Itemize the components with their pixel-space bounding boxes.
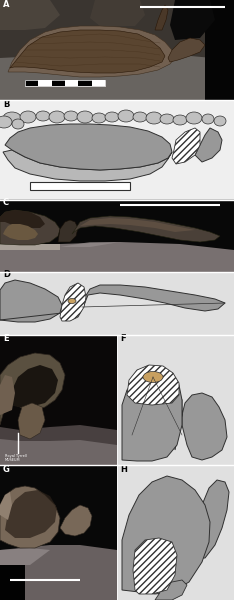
Polygon shape: [0, 280, 62, 322]
Polygon shape: [0, 425, 117, 465]
Polygon shape: [0, 375, 15, 415]
Text: C: C: [3, 198, 9, 207]
Polygon shape: [18, 403, 45, 439]
Polygon shape: [0, 439, 117, 465]
Ellipse shape: [64, 111, 78, 121]
Ellipse shape: [49, 111, 65, 123]
Bar: [65, 80, 78, 86]
Polygon shape: [10, 365, 58, 407]
Polygon shape: [58, 220, 78, 242]
Polygon shape: [0, 353, 65, 425]
Polygon shape: [172, 128, 200, 164]
Ellipse shape: [92, 113, 106, 123]
Ellipse shape: [0, 116, 12, 128]
Polygon shape: [3, 224, 38, 240]
Polygon shape: [168, 38, 205, 62]
Polygon shape: [60, 283, 86, 321]
Ellipse shape: [68, 298, 76, 304]
Polygon shape: [192, 480, 229, 558]
Bar: [25, 80, 38, 86]
Polygon shape: [0, 242, 234, 272]
Polygon shape: [8, 26, 175, 77]
Polygon shape: [60, 242, 120, 247]
Polygon shape: [60, 505, 92, 536]
Ellipse shape: [105, 112, 119, 122]
Bar: [25, 80, 105, 86]
Bar: [38, 80, 52, 86]
Polygon shape: [122, 367, 182, 461]
Polygon shape: [0, 545, 117, 600]
Polygon shape: [0, 210, 45, 228]
Ellipse shape: [186, 112, 202, 124]
Polygon shape: [0, 565, 25, 600]
Polygon shape: [90, 0, 145, 26]
Polygon shape: [5, 124, 172, 170]
Ellipse shape: [173, 115, 187, 125]
Polygon shape: [0, 210, 60, 245]
Ellipse shape: [3, 112, 21, 124]
Polygon shape: [205, 0, 234, 100]
Text: E: E: [3, 334, 9, 343]
Text: MUSEUM: MUSEUM: [5, 458, 21, 462]
Bar: [30, 182, 130, 190]
Text: D: D: [3, 270, 10, 279]
Ellipse shape: [202, 114, 214, 124]
Text: A: A: [3, 0, 10, 9]
Polygon shape: [133, 538, 177, 594]
Ellipse shape: [118, 110, 134, 122]
Text: B: B: [3, 100, 9, 109]
Text: Royal Tyrrell: Royal Tyrrell: [5, 454, 27, 458]
Ellipse shape: [146, 112, 162, 124]
Bar: [52, 80, 65, 86]
Ellipse shape: [77, 111, 93, 123]
Polygon shape: [122, 476, 210, 594]
Polygon shape: [155, 580, 187, 600]
Polygon shape: [82, 285, 225, 311]
Polygon shape: [0, 244, 60, 250]
Bar: [78, 80, 92, 86]
Polygon shape: [0, 0, 60, 30]
Polygon shape: [80, 218, 195, 232]
Text: H: H: [120, 465, 127, 474]
Ellipse shape: [214, 116, 226, 126]
Polygon shape: [0, 52, 234, 100]
Ellipse shape: [36, 111, 50, 121]
Polygon shape: [0, 548, 50, 565]
Ellipse shape: [133, 112, 147, 122]
Polygon shape: [5, 490, 57, 538]
Ellipse shape: [143, 371, 163, 383]
Ellipse shape: [160, 114, 174, 124]
Polygon shape: [72, 216, 220, 242]
Polygon shape: [155, 5, 168, 30]
Ellipse shape: [20, 111, 36, 123]
Polygon shape: [0, 0, 234, 100]
Bar: [92, 80, 105, 86]
Polygon shape: [0, 486, 60, 548]
Text: G: G: [3, 465, 10, 474]
Polygon shape: [195, 128, 222, 162]
Polygon shape: [0, 492, 12, 520]
Polygon shape: [3, 150, 172, 181]
Polygon shape: [127, 365, 179, 405]
Polygon shape: [175, 393, 227, 460]
Polygon shape: [170, 0, 215, 40]
Polygon shape: [10, 30, 165, 73]
Ellipse shape: [12, 119, 24, 129]
Text: F: F: [120, 334, 126, 343]
